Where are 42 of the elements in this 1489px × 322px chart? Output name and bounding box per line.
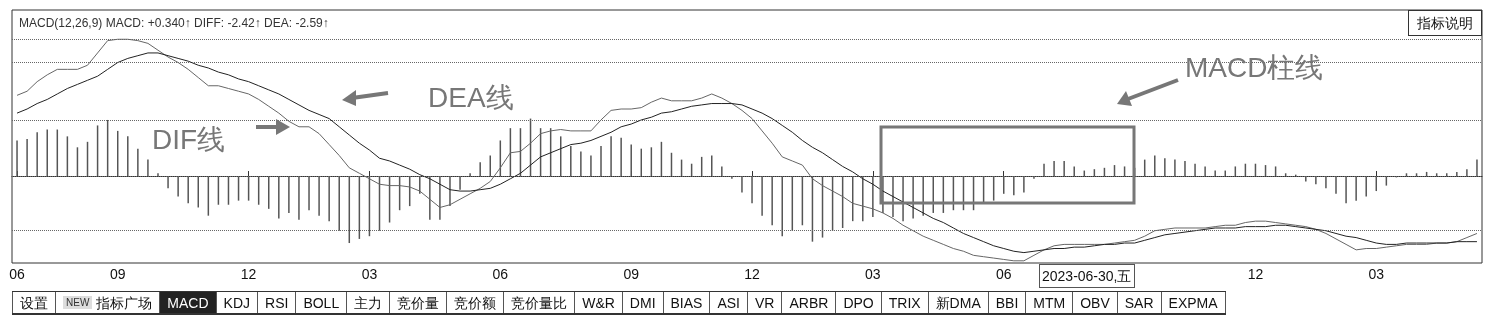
text: 指标说明 xyxy=(1408,10,1482,36)
text: ASI xyxy=(710,292,749,313)
text: DMI xyxy=(622,292,664,313)
x-tick-label: 09 xyxy=(109,266,126,282)
x-tick-label: 06 xyxy=(995,266,1012,282)
annotation: MACD柱线 xyxy=(1185,52,1324,84)
text: 竞价量 xyxy=(390,292,448,313)
text: 新DMA xyxy=(928,292,989,313)
x-tick-label: 03 xyxy=(361,266,378,282)
text: W&R xyxy=(575,292,623,313)
text: 主力 xyxy=(347,292,391,313)
text: EXPMA xyxy=(1161,292,1226,313)
text: 设置 xyxy=(12,292,56,313)
x-tick-label: 12 xyxy=(1247,266,1264,282)
x-tick-label: 06 xyxy=(492,266,509,282)
text: TRIX xyxy=(881,292,929,313)
text: MACD xyxy=(160,292,217,313)
x-tick-label: 12 xyxy=(240,266,257,282)
annotation: DIF线 xyxy=(152,124,226,156)
x-tick-label: 03 xyxy=(865,266,881,282)
x-tick-label: 03 xyxy=(1368,266,1385,282)
annotation: DEA线 xyxy=(428,82,514,114)
chart-title: MACD(12,26,9) MACD: +0.340↑ DIFF: -2.42↑ DEA: -2.59↑ xyxy=(19,16,329,30)
text: BOLL xyxy=(296,292,348,313)
text: MTM xyxy=(1026,292,1074,313)
x-tick-label: 06 xyxy=(9,266,26,282)
text: KDJ xyxy=(216,292,259,313)
text: 2023-06-30,五 xyxy=(1038,264,1135,288)
text: BIAS xyxy=(663,292,711,313)
text: VR xyxy=(748,292,783,313)
text: ARBR xyxy=(782,292,837,313)
text: OBV xyxy=(1073,292,1118,313)
text: BBI xyxy=(988,292,1027,313)
x-tick-label: 09 xyxy=(623,266,640,282)
text: NEW xyxy=(63,296,93,309)
text: 竞价额 xyxy=(447,292,505,313)
text: SAR xyxy=(1117,292,1162,313)
x-tick-label: 12 xyxy=(744,266,761,282)
text: 竞价量比 xyxy=(504,292,576,313)
text: DPO xyxy=(836,292,882,313)
text: 指标广场 xyxy=(96,294,153,311)
text: RSI xyxy=(258,292,297,313)
